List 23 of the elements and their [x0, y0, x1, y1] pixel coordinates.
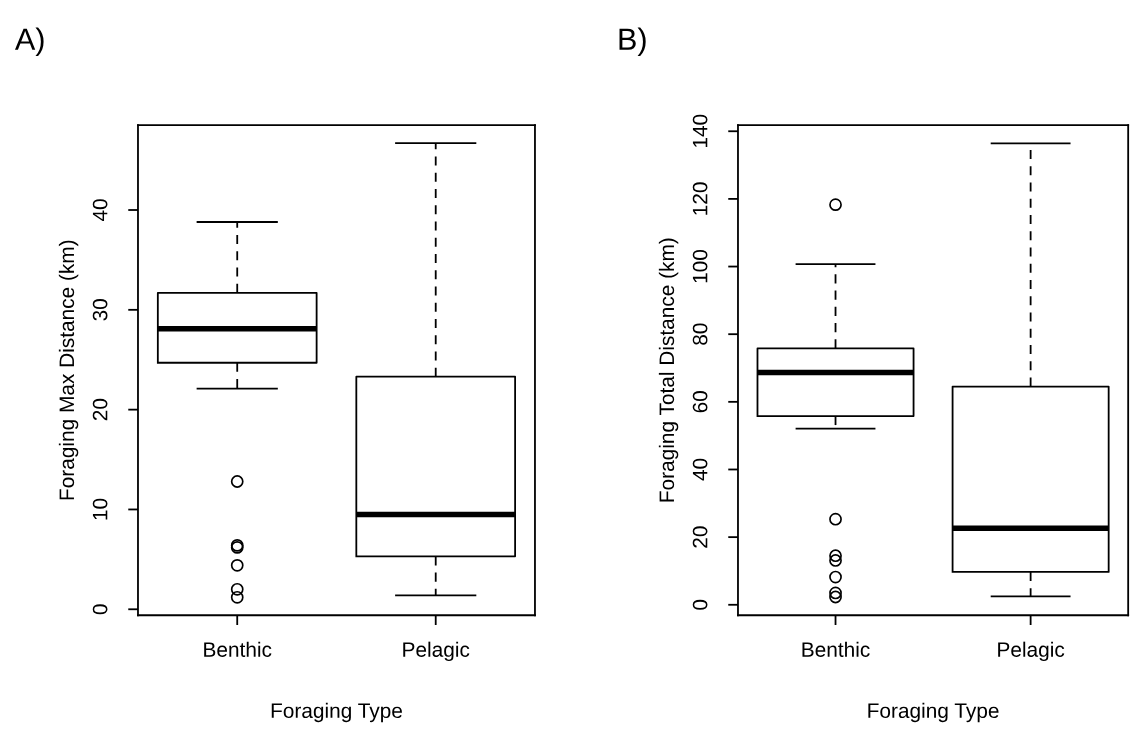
chart-title: B): [619, 27, 646, 57]
x-tick-label: Benthic: [802, 641, 870, 657]
y-tick-label: 120: [692, 182, 708, 215]
y-tick-label: 40: [92, 199, 108, 222]
y-tick-label: 40: [692, 458, 708, 481]
y-axis-title: Foraging Total Distance (km): [658, 238, 679, 502]
y-tick-label: 0: [92, 604, 108, 615]
y-axis-title: Foraging Max Distance (km): [58, 240, 79, 500]
x-tick-label: Benthic: [204, 641, 272, 657]
y-tick-label: 80: [692, 323, 708, 345]
x-tick-label: Pelagic: [403, 641, 470, 662]
x-axis-title: Foraging Type: [868, 702, 999, 723]
y-tick-label: 0: [692, 599, 708, 610]
y-tick-label: 20: [692, 526, 708, 548]
chart-title: A): [14, 27, 44, 57]
y-tick-label: 20: [92, 398, 108, 421]
y-tick-label: 10: [92, 498, 108, 520]
y-tick-label: 60: [692, 391, 708, 413]
x-tick-label: Pelagic: [998, 641, 1065, 662]
y-tick-label: 30: [92, 299, 108, 321]
y-tick-label: 100: [692, 249, 708, 283]
x-axis-title: Foraging Type: [271, 702, 402, 723]
y-tick-label: 140: [692, 114, 708, 148]
